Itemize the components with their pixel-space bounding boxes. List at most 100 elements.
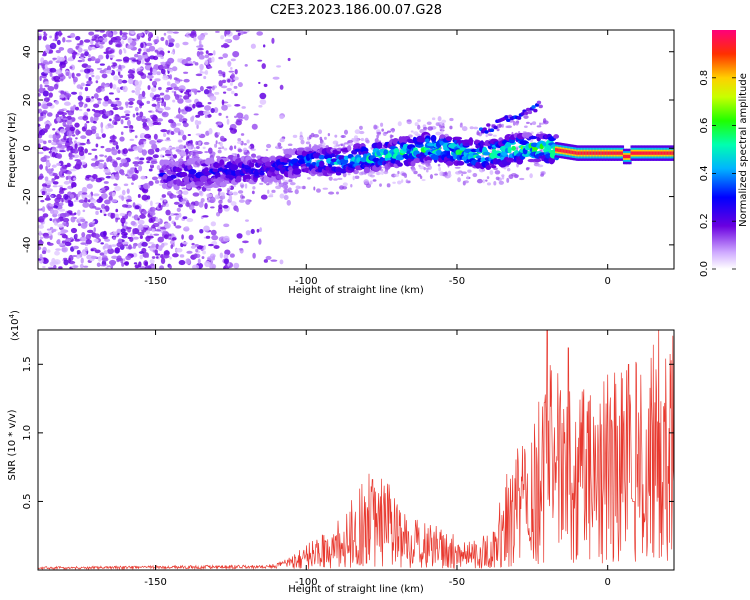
spectrogram-noise-cell: [58, 266, 63, 269]
spectrogram-noise-cell: [101, 203, 106, 210]
spectrogram-noise-cell: [70, 32, 76, 38]
spectrogram-noise-cell: [365, 183, 372, 189]
spectrogram-noise-cell: [73, 265, 79, 268]
spectrogram-noise-cell: [62, 36, 66, 43]
spectrogram-noise-cell: [163, 94, 171, 101]
spectrogram-noise-cell: [128, 244, 132, 250]
spectrogram-noise-cell: [224, 38, 231, 43]
spectrogram-noise-cell: [87, 57, 92, 62]
spectrogram-noise-cell: [103, 162, 107, 168]
spectrogram-noise-cell: [61, 197, 64, 203]
y-tick-label: 0: [22, 145, 33, 151]
spectrogram-noise-cell: [108, 195, 113, 201]
spectrogram-noise-cell: [95, 75, 101, 80]
spectrogram-carrier-cell: [633, 151, 637, 155]
spectrogram-noise-cell: [41, 250, 47, 255]
spectrogram-noise-cell: [410, 130, 414, 133]
spectrogram-carrier-cell: [576, 151, 579, 155]
spectrogram-noise-cell: [233, 262, 240, 269]
spectrogram-noise-cell: [87, 199, 91, 203]
spectrogram-noise-cell: [148, 168, 153, 172]
spectrogram-noise-cell: [166, 190, 172, 197]
spectrogram-noise-cell: [60, 115, 64, 119]
spectrogram-noise-cell: [140, 144, 144, 147]
spectrogram-noise-cell: [46, 192, 51, 195]
spectrogram-noise-cell: [272, 76, 280, 80]
spectrogram-noise-cell: [77, 223, 82, 227]
spectrogram-noise-cell: [199, 69, 203, 74]
spectrogram-carrier-cell: [600, 151, 603, 155]
spectrogram-noise-cell: [114, 36, 122, 42]
spectrogram-noise-cell: [154, 179, 160, 184]
spectrogram-noise-cell: [121, 164, 128, 167]
snr-scale-suffix: ): [10, 310, 21, 314]
spectrogram-noise-cell: [65, 71, 70, 76]
spectrogram-noise-cell: [120, 115, 127, 119]
spectrogram-noise-cell: [58, 46, 65, 51]
spectrogram-noise-cell: [121, 204, 129, 208]
spectrogram-noise-cell: [139, 157, 145, 161]
spectrogram-noise-cell: [72, 148, 79, 154]
spectrogram-noise-cell: [206, 197, 209, 201]
spectrogram-noise-cell: [70, 106, 76, 111]
spectrogram-noise-cell: [147, 85, 151, 90]
spectrogram-noise-cell: [164, 153, 172, 157]
spectrogram-noise-cell: [147, 37, 152, 42]
spectrogram-noise-cell: [54, 250, 60, 256]
spectrogram-noise-cell: [95, 210, 99, 216]
spectrogram-noise-cell: [413, 131, 419, 135]
spectrogram-noise-cell: [40, 199, 45, 203]
spectrogram-noise-cell: [154, 94, 161, 98]
spectrogram-ridge-cell: [424, 156, 433, 162]
spectrogram-noise-cell: [218, 112, 222, 116]
spectrogram-noise-cell: [85, 129, 93, 136]
spectrogram-noise-cell: [38, 218, 45, 223]
spectrogram-noise-cell: [259, 92, 267, 100]
spectrogram-noise-cell: [222, 53, 229, 59]
spectrogram-noise-cell: [120, 228, 126, 233]
spectrogram-noise-cell: [139, 80, 143, 86]
spectrogram-noise-cell: [210, 206, 215, 209]
spectrogram-noise-cell: [194, 243, 200, 247]
spectrogram-noise-cell: [121, 262, 125, 267]
spectrogram-noise-cell: [247, 153, 250, 156]
spectrogram-ridge-cell: [207, 180, 213, 185]
spectrogram-ridge-cell: [229, 163, 239, 171]
spectrogram-noise-cell: [79, 142, 87, 146]
spectrogram-noise-cell: [380, 122, 384, 127]
spectrogram-noise-cell: [53, 205, 59, 209]
spectrogram-noise-cell: [237, 148, 243, 153]
spectrogram-noise-cell: [95, 58, 101, 64]
spectrogram-noise-cell: [206, 113, 212, 118]
spectrogram-noise-cell: [486, 182, 491, 186]
spectrogram-noise-cell: [137, 219, 145, 225]
spectrogram-ridge-cell: [413, 157, 421, 164]
spectrogram-noise-cell: [258, 81, 261, 85]
spectrogram-ridge-cell: [430, 134, 437, 142]
spectrogram-noise-cell: [123, 49, 127, 54]
spectrogram-noise-cell: [198, 51, 204, 56]
spectrogram-ridge-cell: [397, 162, 403, 167]
spectrogram-noise-cell: [101, 133, 106, 138]
spectrogram-noise-cell: [200, 197, 205, 203]
spectrogram-noise-cell: [134, 163, 139, 167]
spectrogram-noise-cell: [62, 117, 69, 121]
spectrogram-noise-cell: [100, 242, 104, 245]
spectrogram-ridge-cell: [212, 168, 219, 173]
spectrogram-noise-cell: [441, 119, 447, 124]
spectrogram-noise-cell: [187, 145, 192, 150]
spectrogram-noise-cell: [447, 170, 451, 176]
spectrogram-noise-cell: [205, 235, 211, 239]
spectrogram-noise-cell: [105, 69, 113, 74]
spectrogram-noise-cell: [486, 176, 490, 180]
spectrogram-noise-cell: [65, 61, 68, 64]
y-tick-label: -40: [22, 237, 33, 253]
spectrogram-noise-cell: [227, 79, 231, 83]
spectrogram-noise-cell: [354, 175, 360, 179]
spectrogram-noise-cell: [111, 255, 118, 260]
spectrogram-noise-cell: [208, 88, 212, 95]
spectrogram-noise-cell: [198, 201, 204, 208]
spectrogram-noise-cell: [182, 190, 189, 195]
spectrogram-noise-cell: [363, 179, 369, 185]
spectrogram-noise-cell: [339, 185, 345, 190]
